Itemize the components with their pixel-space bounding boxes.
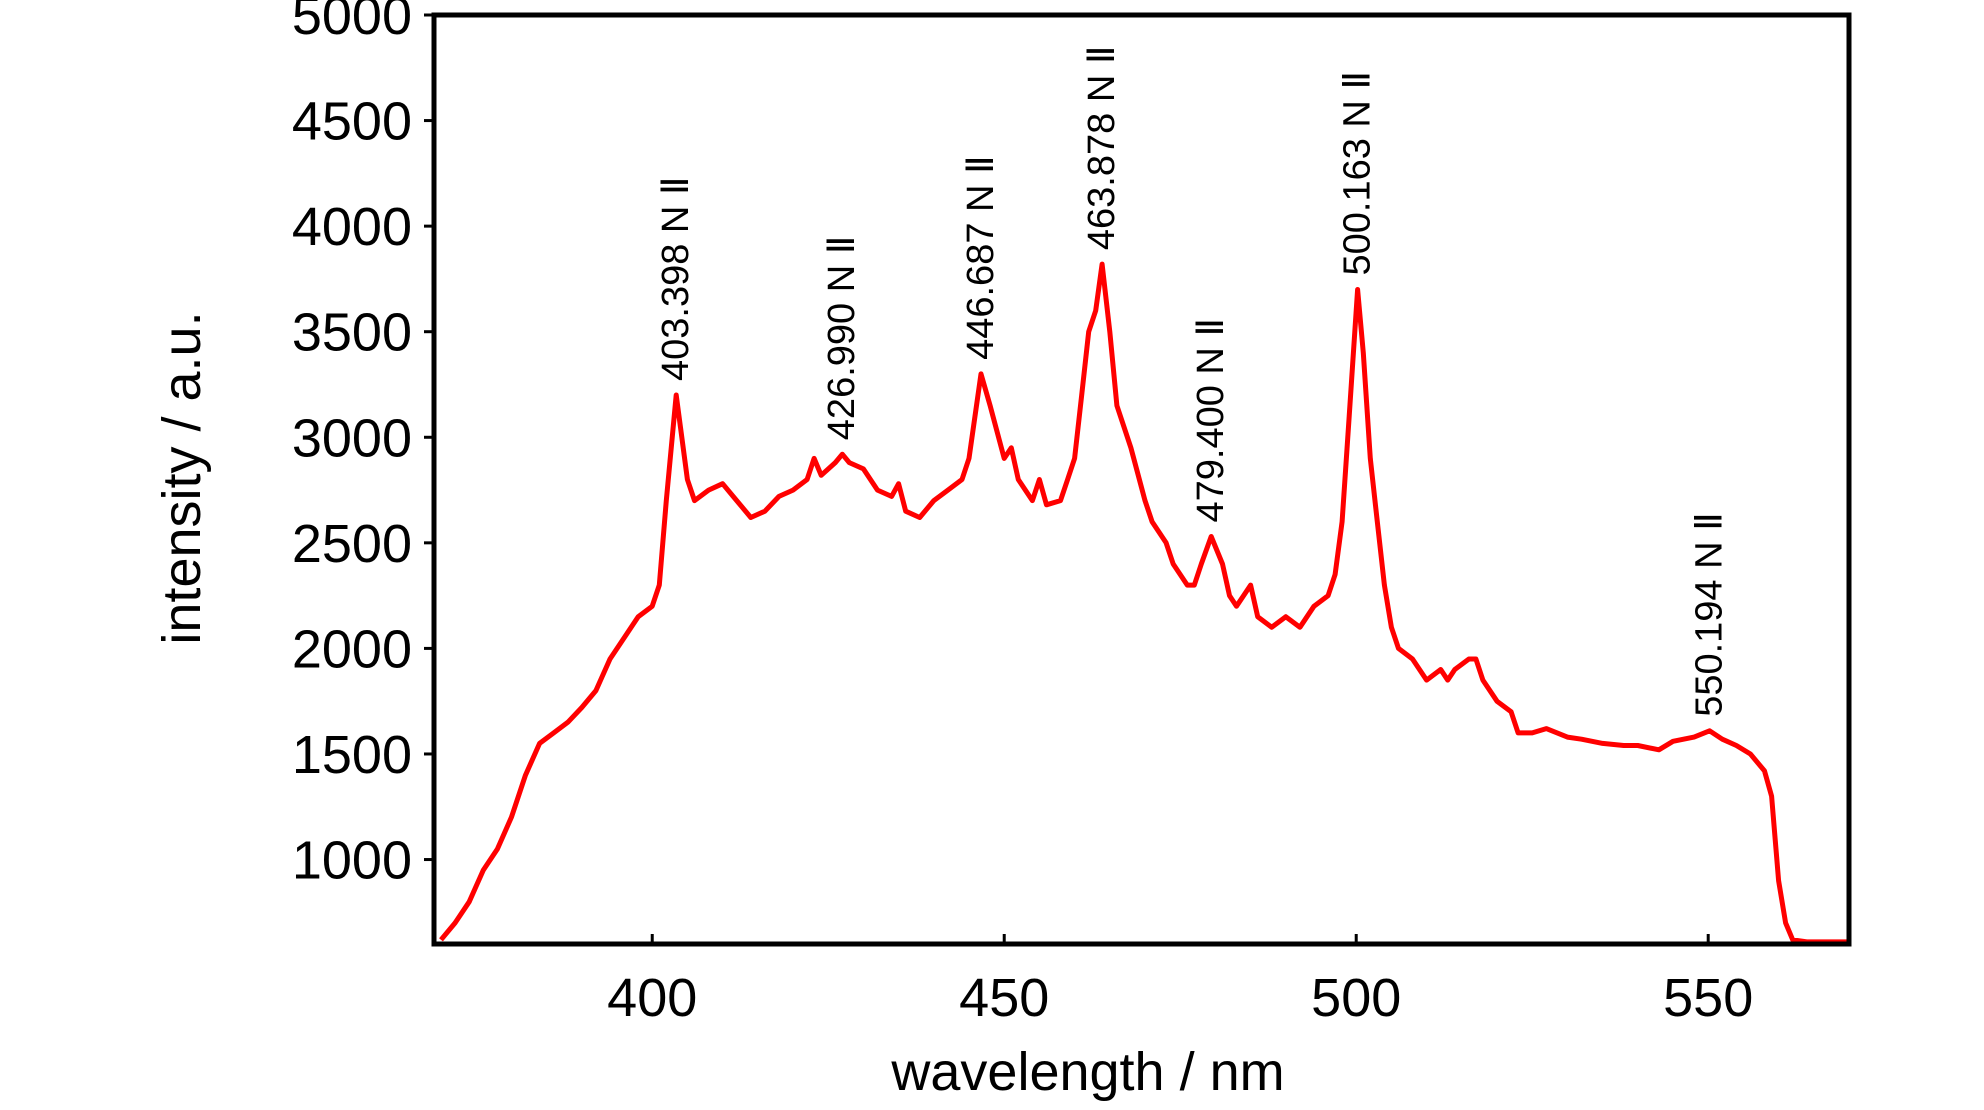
y-tick-label: 3500 (292, 303, 412, 363)
spectrum-line (439, 261, 1849, 945)
y-tick-label: 1500 (292, 725, 412, 785)
peak-annotation: 403.398 N Ⅱ (655, 176, 697, 381)
y-tick-label: 4000 (292, 197, 412, 257)
peak-annotation: 426.990 N Ⅱ (821, 236, 863, 441)
peak-annotation: 479.400 N Ⅱ (1190, 318, 1232, 523)
x-tick-label: 400 (607, 968, 697, 1028)
x-tick-label: 550 (1663, 968, 1753, 1028)
peak-annotation: 463.878 N Ⅱ (1081, 45, 1123, 250)
x-tick-label: 450 (959, 968, 1049, 1028)
y-tick-label: 1000 (292, 831, 412, 891)
y-tick-label: 2500 (292, 514, 412, 574)
peak-annotation: 446.687 N Ⅱ (960, 155, 1002, 360)
y-tick-label: 4500 (292, 92, 412, 152)
plot-frame (431, 12, 1852, 947)
y-tick-label: 2000 (292, 619, 412, 679)
x-tick-label: 500 (1311, 968, 1401, 1028)
peak-annotation: 500.163 N Ⅱ (1336, 71, 1378, 276)
y-tick-label: 5000 (292, 0, 412, 46)
peak-annotation: 550.194 N Ⅱ (1689, 512, 1731, 717)
x-axis-title: wavelength / nm (890, 1042, 1284, 1102)
y-axis-title: intensity / a.u. (152, 311, 212, 644)
y-tick-label: 3000 (292, 408, 412, 468)
